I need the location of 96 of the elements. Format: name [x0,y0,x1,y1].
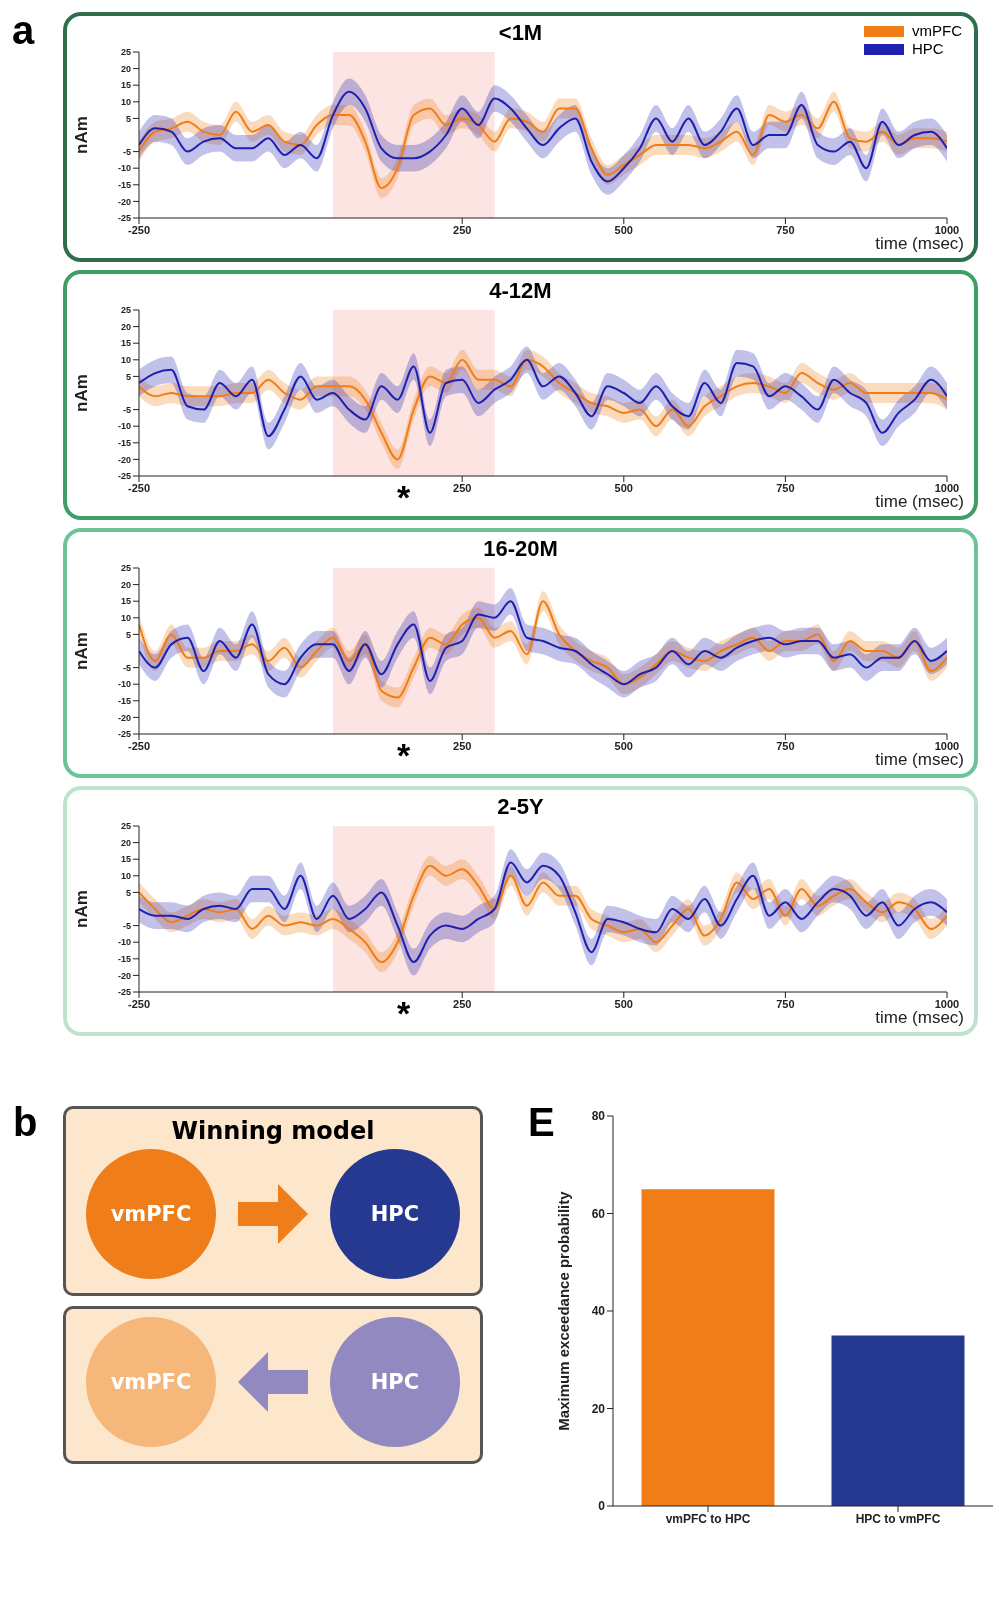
text: a [12,8,35,53]
x-tick-label: 1000 [934,223,960,236]
y-tick-label: 20 [591,1401,606,1416]
line-series [139,90,947,183]
y-tick-label: 15 [120,596,131,607]
y-axis-title: nAm [72,890,92,928]
y-tick-label: 25 [120,47,131,58]
y-tick-label: -20 [117,970,131,981]
legend-label: vmPFC [912,22,962,40]
x-tick-label: -250 [127,739,151,752]
y-tick-label: -15 [117,953,131,964]
x-tick-label: 750 [776,997,795,1010]
x-tick-label: 750 [776,223,795,236]
y-tick-label: 25 [120,305,131,316]
x-tick-label: 1000 [934,997,960,1010]
text: Winning model [170,1117,376,1145]
y-tick-label: -5 [122,662,131,673]
line-series [139,100,947,190]
y-tick-label: 25 [120,563,131,574]
category-label: HPC [330,1317,460,1447]
y-tick-label: 0 [598,1499,606,1514]
y-tick-label: -20 [117,196,131,207]
y-tick-label: -25 [117,213,131,224]
y-tick-label: -10 [117,679,131,690]
y-tick-label: -5 [122,404,131,415]
text: * [397,478,411,516]
x-tick-label: 500 [614,997,633,1010]
y-tick-label: -25 [117,471,131,482]
text: * [397,994,411,1032]
y-tick-label: 10 [120,354,131,365]
y-tick-label: 10 [120,870,131,881]
x-tick-label: 250 [453,481,472,494]
y-tick-label: -25 [117,729,131,740]
y-tick-label: 5 [125,113,131,124]
chart-title: <1M [498,20,543,45]
x-axis-title: time (msec) [875,750,964,770]
y-axis-title: Maximum exceedance probability [555,1190,573,1431]
x-axis-title: time (msec) [875,1008,964,1028]
chart-title: 4-12M [488,278,553,304]
text: E [528,1100,555,1145]
y-tick-label: 40 [591,1304,606,1319]
x-tick-label: 1000 [934,739,960,752]
category-label: HPC [330,1149,460,1279]
y-tick-label: 15 [120,854,131,865]
x-tick-label: 1000 [934,481,960,494]
x-tick-label: -250 [127,997,151,1010]
chart-title: 2-5Y [496,794,545,820]
y-axis-title: nAm [72,632,92,670]
x-tick-label: HPC to vmPFC [855,1511,941,1526]
category-label: vmPFC [86,1317,216,1447]
y-tick-label: -15 [117,695,131,706]
x-tick-label: -250 [127,481,151,494]
y-tick-label: 5 [125,629,131,640]
y-tick-label: 80 [591,1109,606,1124]
x-tick-label: 500 [614,481,633,494]
y-tick-label: 20 [120,63,131,74]
y-tick-label: -5 [122,920,131,931]
y-tick-label: -15 [117,437,131,448]
text: b [13,1100,38,1145]
y-tick-label: -20 [117,712,131,723]
y-tick-label: -10 [117,421,131,432]
chart-title: 16-20M [482,536,559,562]
y-tick-label: -20 [117,454,131,465]
legend-label: HPC [912,40,944,58]
text: * [397,736,411,774]
y-tick-label: -25 [117,987,131,998]
x-axis-title: time (msec) [875,492,964,512]
y-tick-label: -10 [117,163,131,174]
x-tick-label: 500 [614,739,633,752]
line-series [139,358,947,438]
x-tick-label: 750 [776,481,795,494]
x-axis-title: time (msec) [875,234,964,254]
x-tick-label: 500 [614,223,633,236]
category-label: vmPFC [86,1149,216,1279]
y-tick-label: -15 [117,180,131,190]
x-tick-label: 750 [776,739,795,752]
y-tick-label: 15 [120,80,131,91]
y-tick-label: 5 [125,371,131,382]
y-tick-label: 20 [120,579,131,590]
y-axis-title: nAm [72,374,92,412]
y-tick-label: 25 [120,821,131,832]
x-tick-label: vmPFC to HPC [665,1511,751,1526]
y-tick-label: 20 [120,321,131,332]
x-tick-label: 250 [453,997,472,1010]
y-tick-label: 60 [591,1206,606,1221]
y-tick-label: 15 [120,338,131,349]
x-tick-label: 250 [453,223,472,236]
y-tick-label: 20 [120,837,131,848]
y-axis-title: nAm [72,116,92,154]
x-tick-label: 250 [453,739,472,752]
y-tick-label: 5 [125,887,131,898]
y-tick-label: 10 [120,96,131,107]
x-tick-label: -250 [127,223,151,236]
y-tick-label: -5 [122,146,131,157]
y-tick-label: 10 [120,612,131,623]
y-tick-label: -10 [117,937,131,948]
